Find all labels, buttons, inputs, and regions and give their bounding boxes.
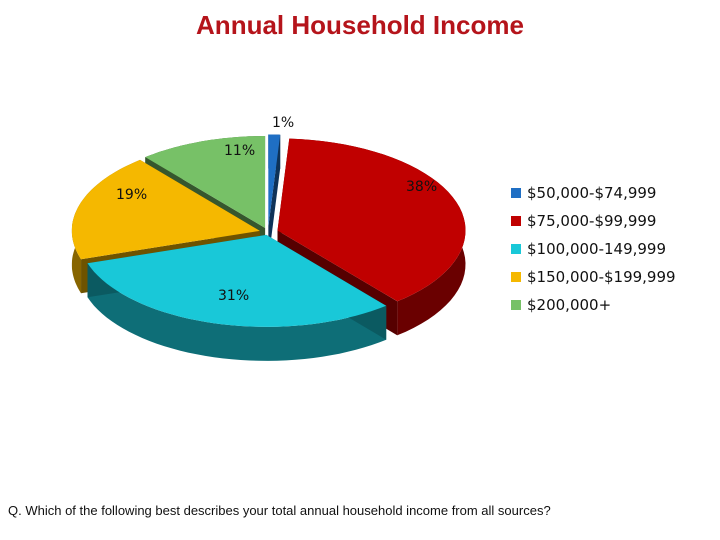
legend-swatch bbox=[511, 272, 521, 282]
pie-slice-top bbox=[145, 136, 266, 229]
legend-label: $75,000-$99,999 bbox=[527, 212, 656, 230]
pie-slice-0 bbox=[268, 134, 281, 261]
pie-slice-top bbox=[277, 138, 466, 302]
legend: $50,000-$74,999 $75,000-$99,999 $100,000-1… bbox=[511, 184, 676, 314]
pie-slice-wall bbox=[87, 263, 387, 361]
legend-label: $200,000+ bbox=[527, 296, 611, 314]
pie-slice-top bbox=[268, 134, 281, 227]
legend-label: $50,000-$74,999 bbox=[527, 184, 656, 202]
legend-swatch bbox=[511, 188, 521, 198]
pie-value-label: 1% bbox=[272, 115, 294, 131]
pie-slice-2 bbox=[87, 234, 387, 361]
pie-slice-edge bbox=[268, 134, 281, 261]
pie-slice-top bbox=[87, 234, 387, 327]
pie-value-label: 11% bbox=[224, 143, 255, 159]
legend-label: $150,000-$199,999 bbox=[527, 268, 676, 286]
pie-value-label: 19% bbox=[116, 187, 147, 203]
page-title: Annual Household Income bbox=[196, 10, 524, 40]
pie-value-label: 31% bbox=[218, 288, 249, 304]
legend-swatch bbox=[511, 216, 521, 226]
survey-question: Q. Which of the following best describes… bbox=[8, 503, 551, 518]
pie-value-label: 38% bbox=[406, 179, 437, 195]
pie-value-labels: 1% 38% 31% 19% 11% bbox=[116, 115, 437, 304]
legend-label: $100,000-149,999 bbox=[527, 240, 666, 258]
pie-slice-top bbox=[71, 159, 260, 260]
legend-swatch bbox=[511, 300, 521, 310]
legend-swatch bbox=[511, 244, 521, 254]
pie-slices bbox=[71, 134, 466, 361]
